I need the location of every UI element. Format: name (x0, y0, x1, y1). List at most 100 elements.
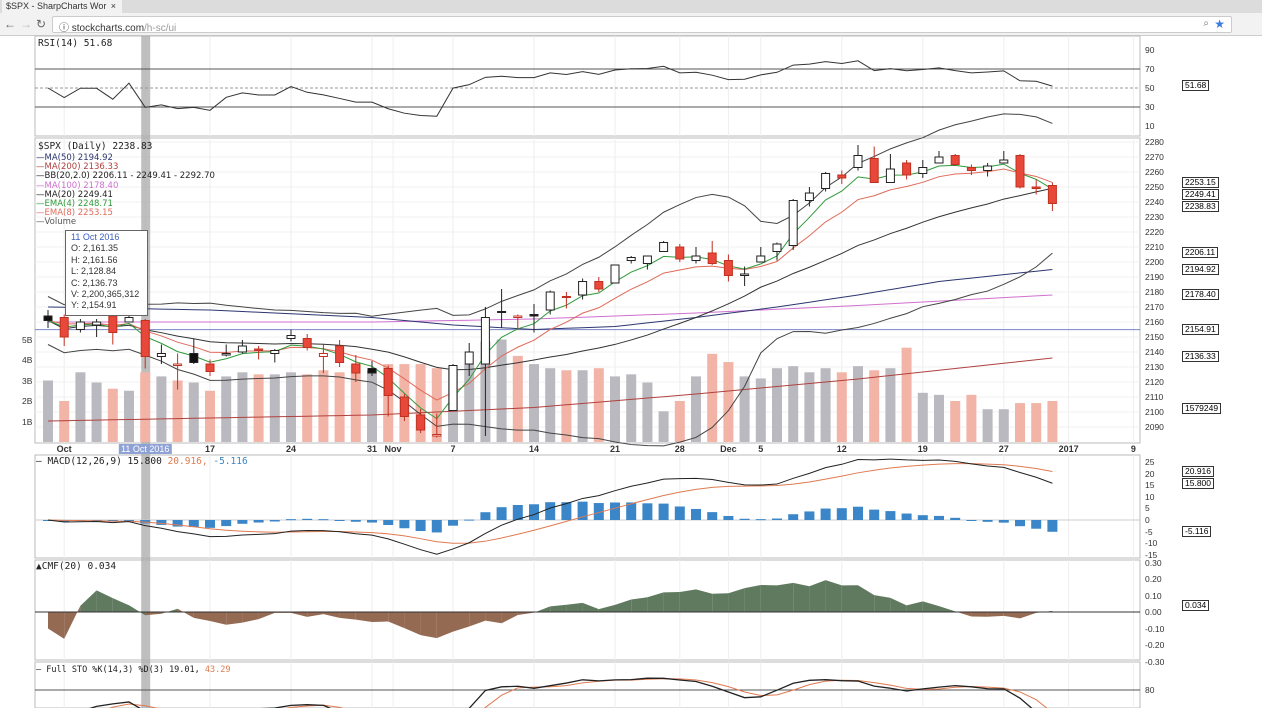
candle (480, 317, 490, 365)
macd-hist-bar (674, 506, 685, 520)
macd-hist-bar (950, 517, 961, 520)
legend-item: —EMA(4) 2248.71 (36, 199, 113, 210)
x-axis-label: 14 (528, 444, 540, 454)
candle (1031, 186, 1041, 189)
ema8-line (47, 168, 1053, 401)
volume-bar (836, 372, 847, 442)
price-axis-label: 2210 (1145, 242, 1164, 252)
back-icon[interactable]: ← (4, 17, 16, 31)
volume-bar (707, 353, 718, 442)
macd-value-tag: -5.116 (1182, 525, 1212, 537)
cmf-area (663, 591, 680, 612)
volume-axis-label: 5B (22, 334, 33, 345)
macd-hist-bar (836, 508, 847, 520)
sto-title: — Full STO %K(14,3) %D(3) 19.01, 43.29 (36, 665, 231, 675)
cmf-area (1003, 612, 1020, 619)
volume-bar (853, 366, 863, 442)
cmf-area (129, 605, 146, 616)
candle (740, 273, 750, 276)
macd-axis-label: 5 (1145, 503, 1150, 514)
volume-bar (982, 409, 993, 442)
volume-bar (529, 364, 539, 442)
volume-bar (205, 390, 215, 442)
volume-bar (788, 366, 799, 442)
cmf-area (647, 592, 664, 612)
volume-bar (966, 394, 977, 442)
browser-tab[interactable]: $SPX - SharpCharts Wor × (2, 0, 122, 13)
price-value-tag: 2249.41 (1182, 188, 1219, 200)
sto-panel (34, 661, 1141, 708)
forward-icon[interactable]: → (20, 17, 32, 31)
candle (399, 396, 409, 417)
x-axis-label: 17 (204, 444, 216, 454)
rsi-panel (34, 35, 1141, 137)
macd-hist-bar (334, 520, 345, 521)
cmf-area (615, 599, 632, 612)
rsi-axis-label: 50 (1145, 83, 1155, 93)
cmf-area (226, 612, 243, 625)
macd-hist-bar (934, 515, 944, 520)
price-value-tag: 2253.15 (1182, 176, 1219, 188)
cmf-axis-label: 0.30 (1145, 557, 1162, 568)
url-path: /h-sc/ui (144, 23, 177, 34)
cmf-area (825, 580, 842, 612)
legend-item: —MA(50) 2194.92 (36, 153, 113, 163)
volume-bar (367, 370, 377, 442)
candle (918, 167, 928, 174)
cmf-area (809, 580, 826, 612)
candle (270, 350, 280, 354)
candle (189, 353, 199, 363)
candle (691, 255, 701, 261)
x-axis-label: 5 (758, 444, 764, 454)
macd-value-tag: 20.916 (1182, 465, 1214, 477)
cmf-axis-label: -0.30 (1145, 656, 1165, 667)
sto-k-value: Full STO %K(14,3) %D(3) 19.01, (46, 665, 200, 675)
macd-hist-bar (545, 502, 556, 520)
reload-icon[interactable]: ↻ (36, 17, 47, 31)
volume-bar (221, 376, 232, 442)
rsi-axis-label: 30 (1145, 102, 1155, 112)
macd-hist-bar (658, 503, 669, 520)
macd-signal-value: 20.916, (167, 456, 208, 467)
volume-axis-label: 2B (22, 396, 33, 406)
candle (756, 255, 766, 263)
price-axis-label: 2280 (1145, 137, 1164, 147)
candle (351, 363, 361, 374)
cmf-area (922, 601, 939, 612)
volume-bar (124, 390, 134, 442)
macd-hist-bar (253, 520, 264, 523)
close-tab-icon[interactable]: × (110, 1, 116, 11)
candle (723, 260, 733, 276)
cmf-area (161, 608, 178, 614)
macd-value: MACD(12,26,9) 15.800 (47, 456, 162, 467)
candle (675, 246, 685, 260)
x-axis-label: 11 Oct 2016 (119, 444, 172, 454)
macd-hist-bar (237, 520, 248, 524)
volume-bar (998, 409, 1009, 442)
candle (545, 291, 555, 311)
cmf-area (534, 606, 551, 613)
price-axis-label: 2120 (1145, 377, 1164, 387)
cmf-area (566, 602, 583, 612)
macd-hist-bar (1031, 520, 1042, 529)
cmf-area (80, 590, 97, 612)
bookmark-star-icon[interactable]: ★ (1214, 17, 1225, 31)
macd-hist-bar (269, 520, 280, 522)
x-axis-label: 7 (450, 444, 456, 454)
cmf-axis-label: 0.10 (1145, 590, 1162, 601)
cmf-area (112, 598, 129, 612)
candle (529, 314, 539, 317)
cmf-area (760, 584, 777, 612)
candle (43, 315, 53, 321)
volume-bar (593, 368, 604, 442)
macd-hist-bar (739, 518, 750, 520)
volume-bar (820, 368, 831, 442)
url-input[interactable]: ⓘ stockcharts.com/h-sc/ui ⌕ ★ (52, 16, 1232, 34)
info-icon[interactable]: ⓘ (59, 23, 72, 34)
zoom-icon[interactable]: ⌕ (1203, 18, 1209, 29)
volume-bar (237, 372, 248, 442)
volume-bar (804, 372, 815, 442)
candle (578, 281, 588, 296)
cmf-area (210, 612, 227, 625)
